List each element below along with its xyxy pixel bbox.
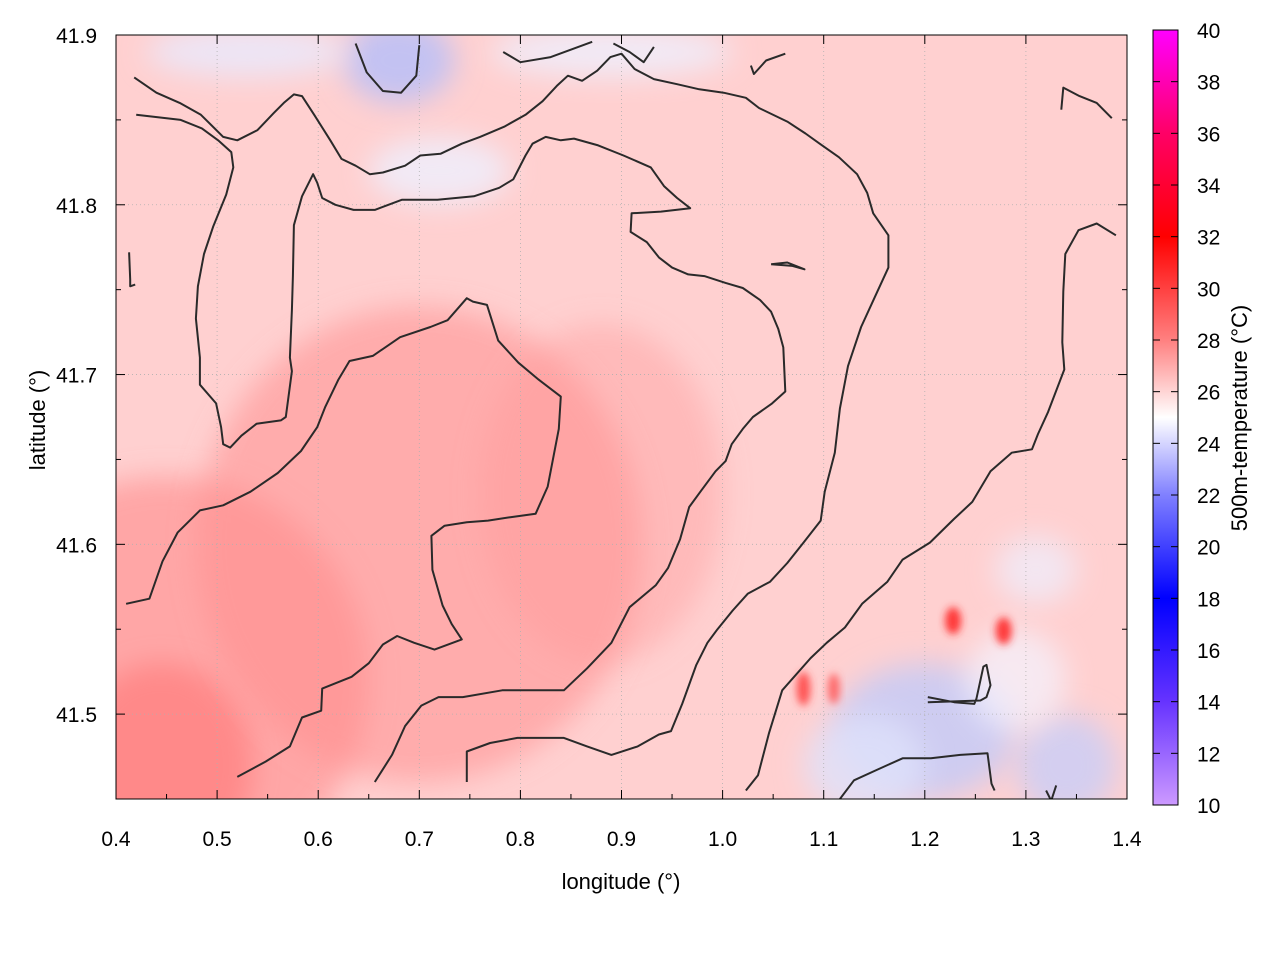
- x-tick-labels: 0.4 0.5 0.6 0.7 0.8 0.9 1.0 1.1 1.2 1.3 1.4: [101, 828, 1142, 851]
- x-tick-label: 0.5: [202, 828, 231, 851]
- field-blob: [796, 671, 811, 706]
- y-tick-label: 41.9: [56, 25, 97, 48]
- contour-line: [927, 663, 992, 705]
- y-tick-labels: 41.5 41.6 41.7 41.8 41.9: [56, 25, 97, 727]
- contour-line: [612, 42, 655, 64]
- colorbar-tick-label: 28: [1197, 330, 1220, 353]
- plot-area: [116, 35, 1127, 799]
- contour-line: [839, 752, 996, 799]
- colorbar-tick-label: 26: [1197, 382, 1220, 405]
- colorbar-tick-label: 32: [1197, 227, 1220, 250]
- field-blob: [343, 35, 455, 103]
- contour-line: [502, 40, 593, 64]
- colorbar-tick-label: 22: [1197, 485, 1220, 508]
- contour-line: [770, 261, 806, 271]
- colorbar-tick-label: 36: [1197, 123, 1220, 146]
- field-blob: [490, 35, 733, 78]
- colorbar-tick-label: 18: [1197, 588, 1220, 611]
- x-tick-label: 1.0: [708, 828, 737, 851]
- x-tick-label: 0.9: [607, 828, 636, 851]
- x-tick-label: 0.7: [405, 828, 434, 851]
- x-tick-label: 1.2: [910, 828, 939, 851]
- contour-line: [1045, 785, 1058, 799]
- y-tick-label: 41.8: [56, 195, 97, 218]
- x-tick-label: 1.1: [809, 828, 838, 851]
- temperature-field: [116, 35, 1117, 799]
- colorbar-tick-label: 38: [1197, 72, 1220, 95]
- y-tick-label: 41.6: [56, 534, 97, 557]
- contour-line: [749, 52, 786, 75]
- contour-line: [125, 297, 562, 778]
- y-axis-label: latitude (°): [25, 370, 50, 471]
- colorbar-tick-label: 34: [1197, 175, 1221, 198]
- contour-line: [745, 222, 1117, 792]
- colorbar-ticks: 10 12 14 16 18 20 22 24 26 28 30 32 34 36 38 40: [1153, 20, 1221, 818]
- x-axis-label: longitude (°): [562, 869, 681, 894]
- grid: [116, 35, 1127, 799]
- contour-line: [1060, 86, 1113, 119]
- x-tick-label: 1.4: [1112, 828, 1142, 851]
- colorbar-tick-label: 16: [1197, 640, 1220, 663]
- colorbar-tick-label: 12: [1197, 743, 1220, 766]
- contour-line: [128, 252, 136, 288]
- axis-ticks: [115, 34, 1128, 800]
- contour-line: [354, 43, 421, 94]
- field-blob: [965, 629, 1067, 732]
- field-blob: [146, 35, 349, 78]
- x-tick-label: 0.6: [304, 828, 333, 851]
- contour-line: [133, 52, 890, 782]
- field-blob: [803, 714, 925, 799]
- field-blob: [995, 535, 1077, 604]
- field-blob: [827, 673, 840, 704]
- colorbar: 10 12 14 16 18 20 22 24 26 28 30 32 34 36 38 40 500m-te…: [1152, 20, 1252, 818]
- field-blob: [1015, 714, 1117, 799]
- colorbar-gradient: [1152, 29, 1179, 806]
- x-tick-label: 0.8: [506, 828, 535, 851]
- colorbar-tick-label: 14: [1197, 692, 1221, 715]
- colorbar-tick-label: 24: [1197, 433, 1221, 456]
- field-blob: [945, 607, 962, 635]
- y-tick-label: 41.7: [56, 365, 97, 388]
- colorbar-tick-label: 20: [1197, 537, 1220, 560]
- contour-lines: [125, 40, 1117, 799]
- colorbar-tick-label: 40: [1197, 20, 1220, 43]
- field-blob: [368, 136, 511, 205]
- y-tick-label: 41.5: [56, 704, 97, 727]
- x-tick-label: 0.4: [101, 828, 131, 851]
- x-tick-label: 1.3: [1011, 828, 1040, 851]
- colorbar-tick-label: 30: [1197, 278, 1220, 301]
- field-blob: [995, 617, 1012, 645]
- contour-line: [136, 113, 787, 783]
- colorbar-label: 500m-temperature (°C): [1227, 305, 1252, 531]
- colorbar-tick-label: 10: [1197, 795, 1220, 818]
